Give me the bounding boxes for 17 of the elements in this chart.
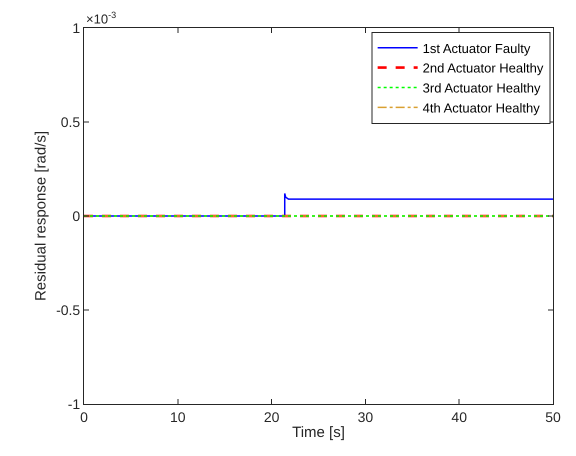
y-tick-label: -1 — [68, 396, 80, 412]
y-tick-label: 0 — [72, 208, 80, 224]
x-tick-label: 40 — [451, 408, 468, 425]
y-tick-label: 1 — [72, 20, 80, 36]
legend-label: 1st Actuator Faulty — [422, 40, 531, 56]
x-tick-label: 30 — [358, 408, 374, 425]
y-tick-label: -0.5 — [56, 302, 80, 318]
x-tick-label: 10 — [170, 408, 186, 425]
legend-label: 3rd Actuator Healthy — [422, 80, 541, 96]
legend-label: 2nd Actuator Healthy — [422, 60, 544, 76]
x-tick-label: 20 — [264, 408, 280, 425]
y-tick-label: 0.5 — [60, 114, 80, 130]
legend-label: 4th Actuator Healthy — [422, 100, 540, 116]
y-axis-title: Residual response [rad/s] — [32, 130, 50, 302]
x-axis-title: Time [s] — [292, 424, 345, 441]
x-tick-label: 50 — [545, 408, 561, 425]
text: ×10$^{-3}$ — [86, 10, 116, 26]
